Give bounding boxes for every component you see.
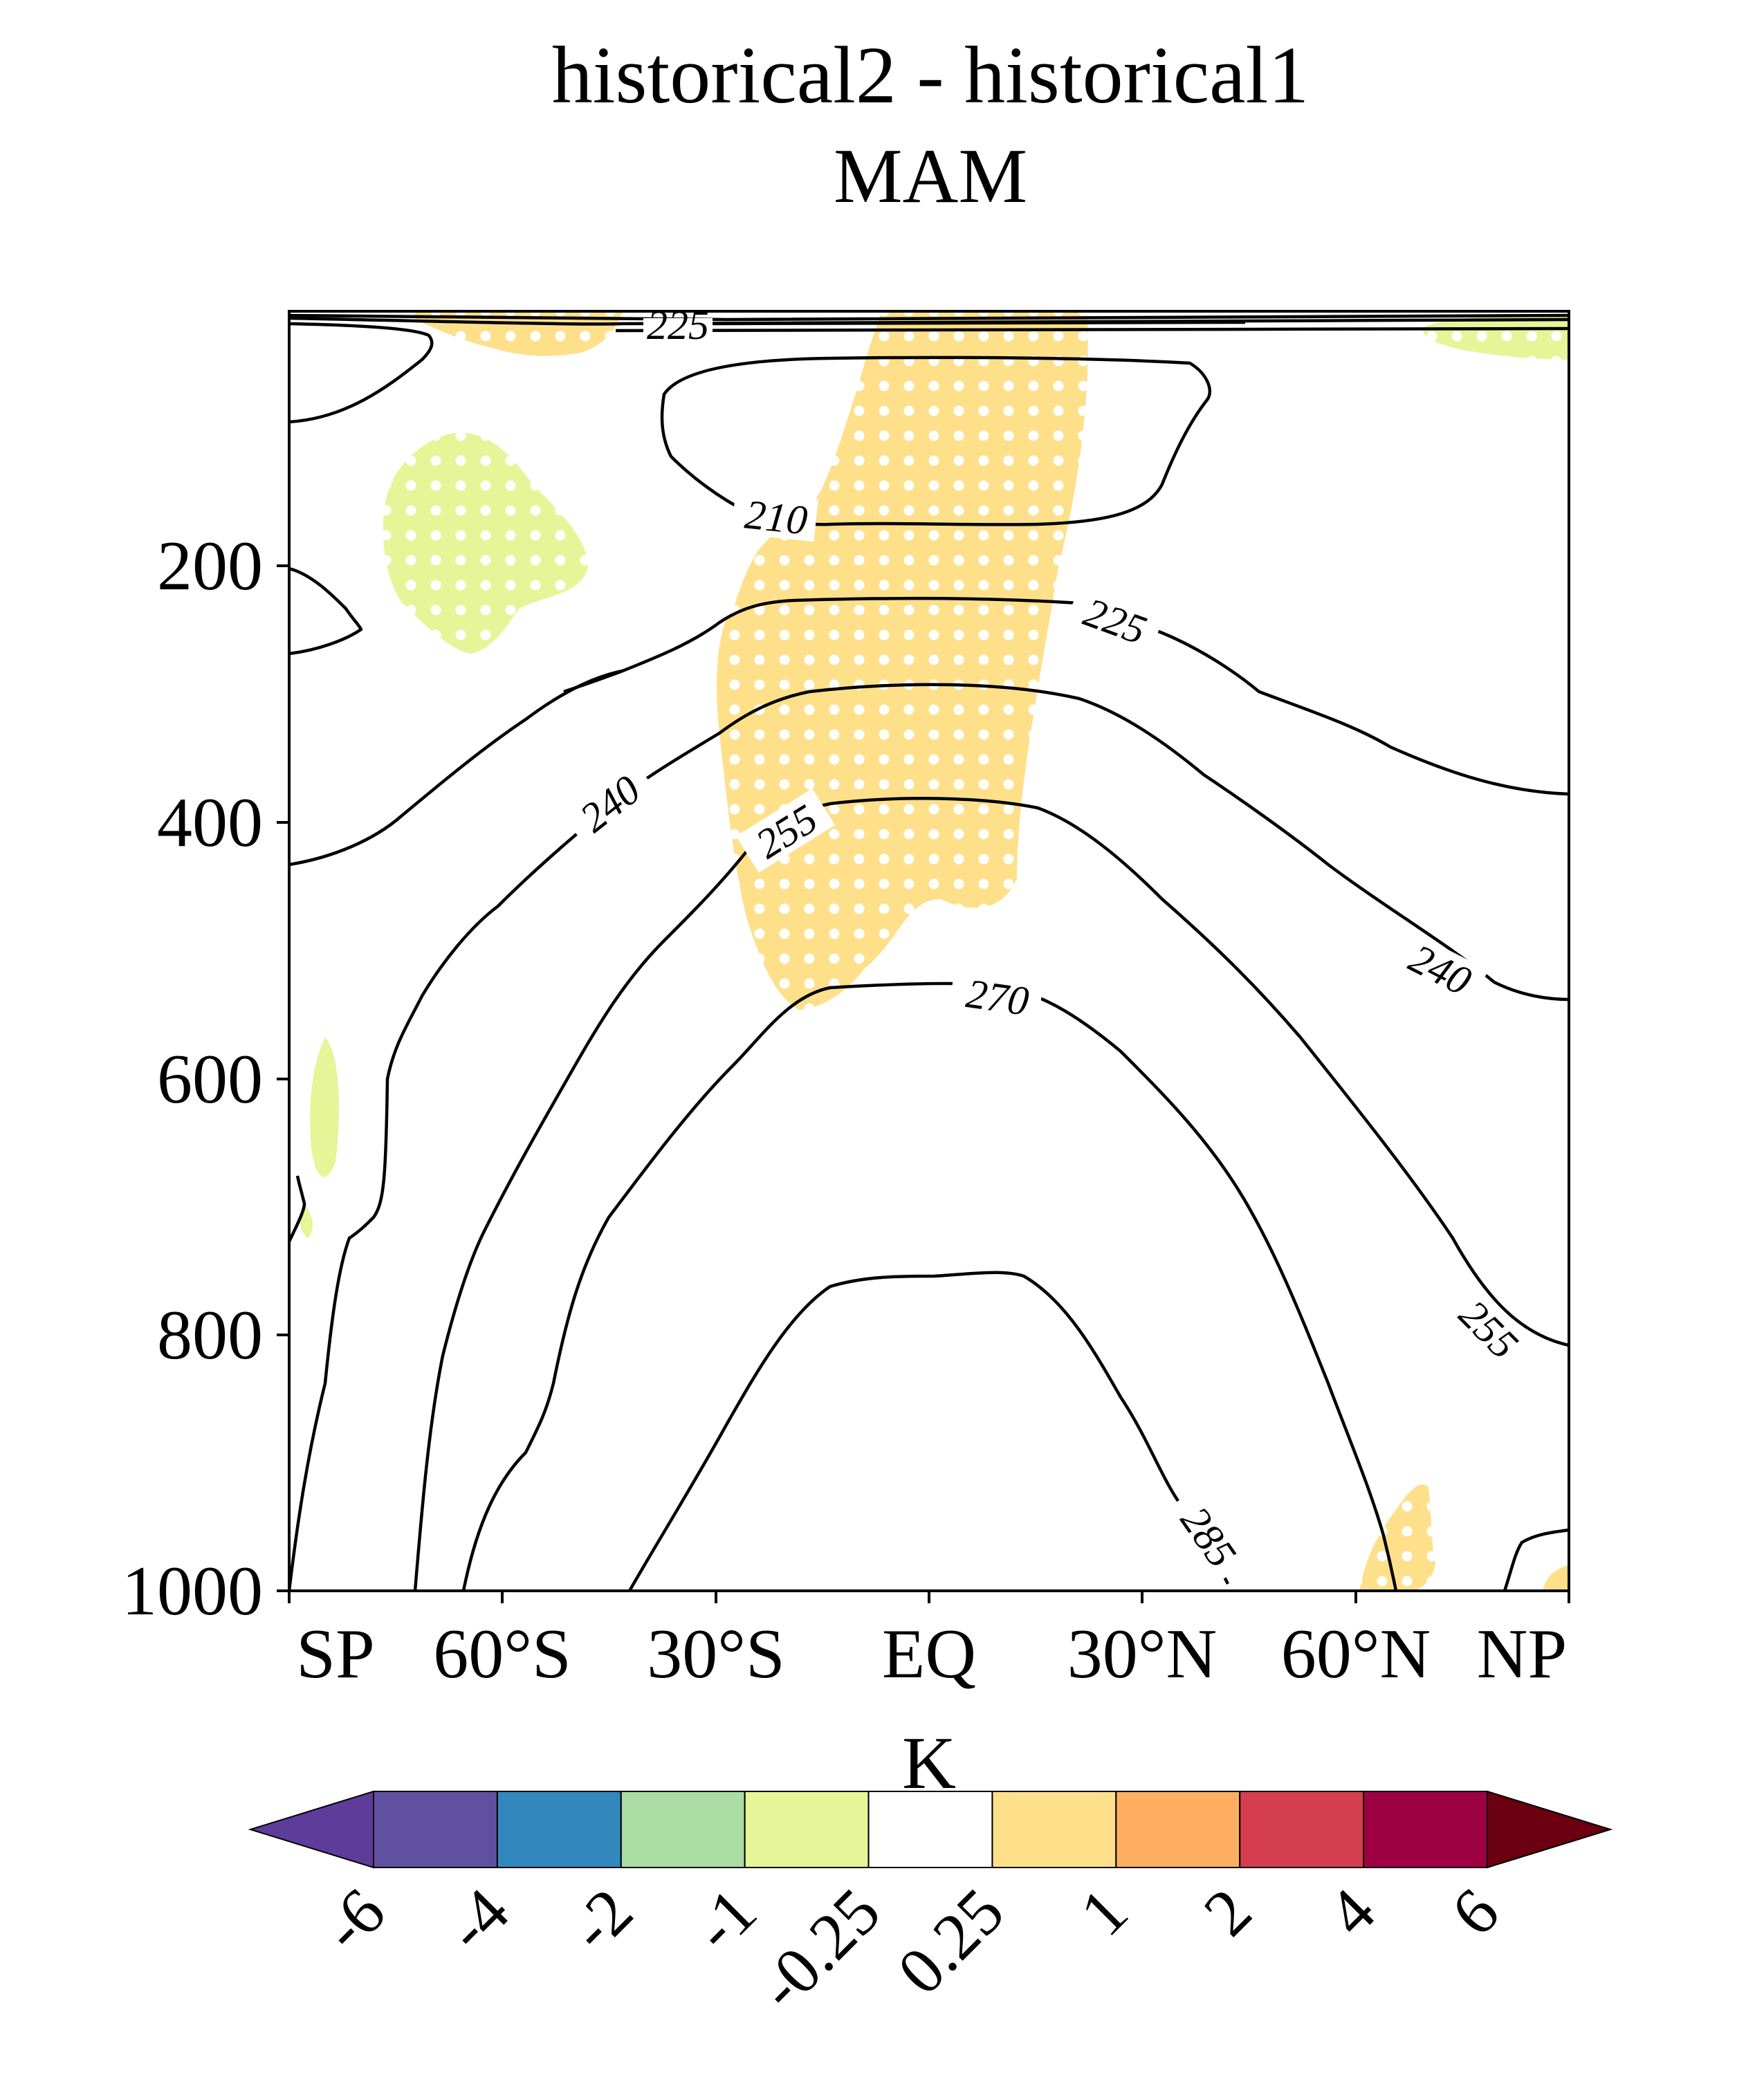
x-tick-60s: 60°S xyxy=(433,1615,571,1693)
colorbar-extend-high xyxy=(1487,1790,1613,1869)
colorbar-segment xyxy=(373,1791,498,1868)
colorbar-segment xyxy=(1239,1791,1365,1868)
colorbar-tick-label: 1 xyxy=(1066,1874,1142,1950)
colorbar-segments xyxy=(248,1790,1613,1869)
colorbar-segment xyxy=(744,1791,870,1868)
y-tick-1000: 1000 xyxy=(122,1552,263,1630)
colorbar-tick-label: 2 xyxy=(1189,1874,1265,1950)
colorbar-tick-label: -4 xyxy=(432,1874,523,1965)
y-axis: 200 400 600 800 1000 xyxy=(122,527,289,1630)
cool-region-sp-mid xyxy=(310,1038,339,1177)
colorbar-tick-label: 4 xyxy=(1313,1874,1389,1950)
x-tick-30n: 30°N xyxy=(1067,1615,1217,1693)
contour-label-210: 210 xyxy=(743,491,809,543)
colorbar-segment xyxy=(620,1791,746,1868)
colorbar-tick-label: -0.25 xyxy=(744,1874,894,2024)
colorbar-tick-label: 0.25 xyxy=(883,1874,1018,2008)
colorbar-tick-label: 6 xyxy=(1437,1874,1513,1950)
contour-line-270 xyxy=(461,981,1398,1591)
contour-line-sp-cell xyxy=(289,322,434,424)
colorbar-tick-label: -6 xyxy=(308,1874,399,1965)
y-tick-200: 200 xyxy=(157,527,263,605)
colorbar: K -6 -4 -2 -1-0.250.25 1 2 4 6 xyxy=(248,1722,1613,2024)
y-tick-600: 600 xyxy=(157,1040,263,1118)
contour-line-sp-loop xyxy=(289,566,363,656)
contour-line-255 xyxy=(413,797,1569,1591)
colorbar-tick-label: -1 xyxy=(679,1874,770,1965)
contour-line-255-sh-lower xyxy=(289,1175,306,1242)
contour-line-225-top xyxy=(615,326,1569,333)
colorbar-segment xyxy=(1115,1791,1241,1868)
contour-line-240-sh xyxy=(289,669,623,867)
contour-line-top-1 xyxy=(289,313,1569,322)
x-tick-30s: 30°S xyxy=(647,1615,785,1693)
x-tick-sp: SP xyxy=(296,1615,374,1693)
colorbar-segment xyxy=(496,1791,622,1868)
colorbar-tick-label: -2 xyxy=(555,1874,646,1965)
contour-line-np-loop xyxy=(1503,1528,1569,1591)
plot-area: 225 210 225 240 255 240 270 255 285 xyxy=(289,302,1569,1591)
contour-label-270: 270 xyxy=(964,970,1031,1024)
colorbar-segment xyxy=(1363,1791,1488,1868)
y-tick-800: 800 xyxy=(157,1296,263,1374)
colorbar-extend-low xyxy=(248,1790,374,1869)
chart-subtitle: MAM xyxy=(834,133,1027,219)
contour-label-225-top: 225 xyxy=(647,302,709,348)
x-tick-60n: 60°N xyxy=(1281,1615,1431,1693)
colorbar-segment xyxy=(867,1791,993,1868)
chart-title: historical2 - historical1 xyxy=(552,30,1310,120)
x-axis: SP 60°S 30°S EQ 30°N 60°N NP xyxy=(288,1591,1570,1693)
anomaly-regions xyxy=(300,311,1569,1591)
colorbar-ticks: -6 -4 -2 -1-0.250.25 1 2 4 6 xyxy=(308,1874,1513,2024)
x-tick-eq: EQ xyxy=(882,1615,976,1693)
colorbar-segment xyxy=(991,1791,1117,1868)
x-tick-np: NP xyxy=(1477,1615,1567,1693)
contour-line-top-3 xyxy=(705,320,1246,326)
contour-line-285 xyxy=(628,1271,1230,1591)
y-tick-400: 400 xyxy=(157,784,263,862)
